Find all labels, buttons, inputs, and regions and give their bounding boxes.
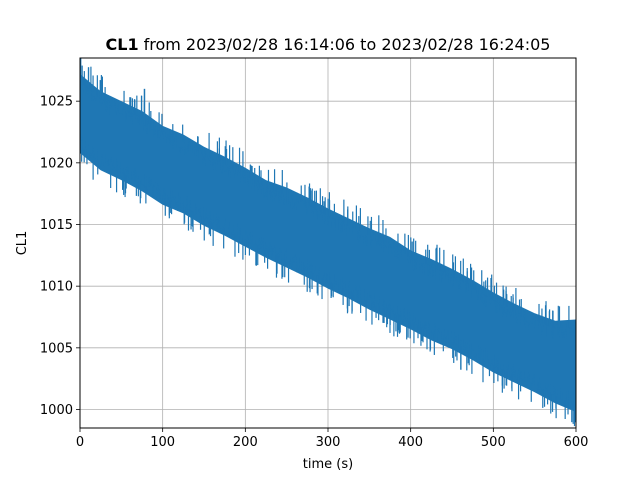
title-range: from 2023/02/28 16:14:06 to 2023/02/28 1…	[144, 35, 551, 54]
y-tick-label: 1020	[40, 156, 73, 171]
y-tick-label: 1025	[40, 95, 73, 110]
x-tick-label: 600	[564, 435, 589, 450]
x-axis-label: time (s)	[303, 457, 353, 472]
y-axis-label: CL1	[15, 231, 30, 256]
y-tick-label: 1010	[40, 280, 73, 295]
x-tick-label: 500	[481, 435, 506, 450]
x-tick-label: 300	[316, 435, 341, 450]
chart-title: CL1 from 2023/02/28 16:14:06 to 2023/02/2…	[106, 35, 551, 54]
y-tick-label: 1005	[40, 341, 73, 356]
y-tick-label: 1015	[40, 218, 73, 233]
title-name: CL1	[106, 35, 139, 54]
x-tick-label: 100	[150, 435, 175, 450]
series-layer	[80, 58, 576, 427]
y-tick-label: 1000	[40, 403, 73, 418]
x-tick-label: 0	[76, 435, 84, 450]
series-group	[80, 58, 576, 427]
x-tick-label: 400	[398, 435, 423, 450]
x-tick-label: 200	[233, 435, 258, 450]
series-line	[80, 78, 576, 410]
ticks: 0 100 200 300 400 500 600 1000 1005 1010 1015 1020 1…	[40, 95, 589, 450]
